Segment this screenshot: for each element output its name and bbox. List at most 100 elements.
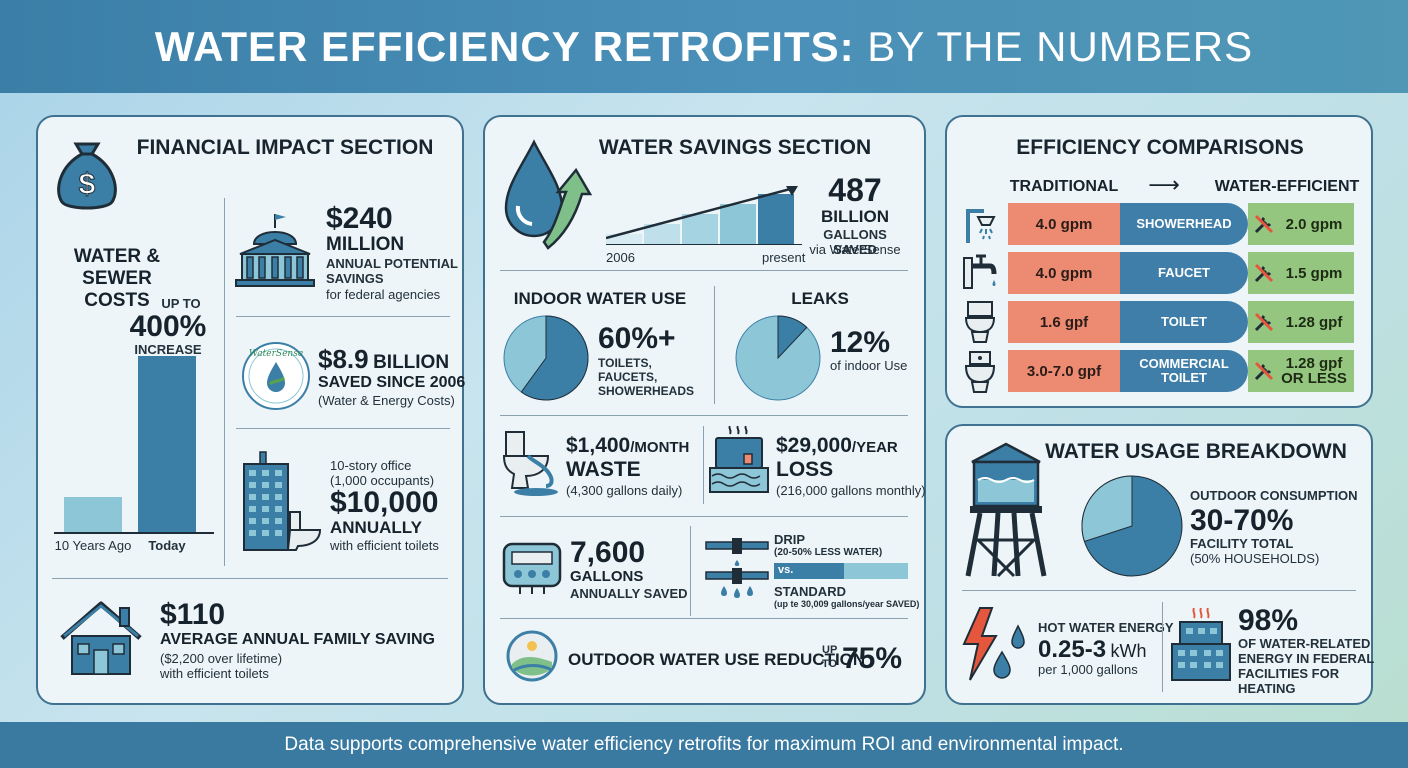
leaks-sub: of indoor Use — [830, 358, 908, 373]
federal-value: $240 — [326, 202, 393, 235]
traditional-value: 1.6 gpf — [1008, 301, 1120, 343]
divider — [962, 590, 1356, 591]
commercial-toilet-icon — [964, 351, 996, 393]
wrench-screwdriver-icon — [1254, 312, 1274, 332]
financial-title: FINANCIAL IMPACT SECTION — [136, 136, 434, 159]
indoor-line1: TOILETS, — [598, 356, 652, 370]
meter-line2: ANNUALLY SAVED — [570, 586, 688, 601]
divider — [52, 578, 448, 579]
leaking-toilet-icon — [502, 431, 558, 496]
flooded-tank-icon — [709, 426, 769, 493]
comparison-row: 3.0-7.0 gpf COMMERCIAL TOILET 1.28 gpf OR … — [1008, 350, 1354, 392]
waste-heading: $1,400/MONTH — [566, 434, 690, 457]
savings-unit: BILLION — [821, 207, 889, 226]
showerhead-icon — [966, 209, 996, 243]
money-bag-icon: $ — [57, 142, 117, 210]
drip-title: DRIP — [774, 532, 806, 547]
family-sub2: with efficient toilets — [160, 666, 269, 681]
trend-arrow — [606, 186, 798, 240]
trend-bar — [644, 224, 680, 244]
traditional-value: 4.0 gpm — [1008, 252, 1120, 294]
divider — [500, 516, 908, 517]
outdoor-label: OUTDOOR WATER USE REDUCTION — [568, 650, 866, 669]
hot-water-heading: 0.25-3 kWh — [1038, 636, 1147, 663]
divider — [500, 270, 908, 271]
footer: Data supports comprehensive water effici… — [0, 722, 1408, 768]
wrench-screwdriver-icon — [1254, 361, 1274, 381]
drip-sub: (20-50% LESS WATER) — [774, 547, 883, 558]
trend-axis — [606, 244, 802, 245]
usage-title: WATER USAGE BREAKDOWN — [1045, 440, 1347, 463]
trend-bar — [606, 234, 642, 244]
energy-water-icon — [962, 607, 1025, 681]
bar-label-today: Today — [148, 538, 186, 553]
savings-line1: GALLONS SAVED — [823, 227, 887, 257]
heating-line4: HEATING — [1238, 681, 1296, 696]
divider — [236, 428, 450, 429]
government-building-icon — [235, 214, 315, 287]
col-traditional: TRADITIONAL — [1009, 178, 1119, 195]
hot-water-label: HOT WATER ENERGY — [1038, 620, 1174, 635]
divider — [1162, 602, 1163, 692]
outdoor-to: TO — [822, 658, 838, 670]
comparison-row: 4.0 gpm FAUCET 1.5 gpm — [1008, 252, 1354, 294]
increase-value: 400% — [129, 310, 207, 343]
comparisons-title: EFFICIENCY COMPARISONS — [1016, 136, 1304, 159]
indoor-pie — [503, 315, 589, 401]
trend-bar — [758, 194, 794, 244]
divider — [703, 426, 704, 504]
svg-text:$: $ — [79, 168, 96, 201]
watersense-line1: SAVED SINCE 2006 — [318, 374, 466, 391]
office-value: $10,000 — [330, 486, 439, 519]
outdoor-up: UP — [822, 644, 838, 656]
office-line1: 10-story office — [330, 458, 412, 473]
family-line1: AVERAGE ANNUAL FAMILY SAVING — [160, 631, 435, 648]
col-arrow: ⟶ — [1148, 172, 1180, 197]
bar-axis — [54, 532, 214, 534]
page-header: WATER EFFICIENCY RETROFITS: BY THE NUMBE… — [0, 0, 1408, 93]
outdoor-consumption-sub: FACILITY TOTAL — [1190, 536, 1294, 551]
svg-text:WaterSense: WaterSense — [249, 349, 303, 359]
divider — [236, 316, 450, 317]
outdoor-consumption-value: 30-70% — [1190, 504, 1294, 537]
outdoor-consumption-pie — [1081, 475, 1183, 577]
federal-line2: SAVINGS — [326, 271, 384, 286]
drip-bar — [774, 563, 908, 579]
water-meter-icon — [502, 542, 562, 594]
loss-label: LOSS — [776, 458, 834, 481]
heated-building-icon — [1171, 608, 1231, 681]
col-efficient: WATER-EFFICIENT — [1214, 178, 1360, 195]
traditional-value: 3.0-7.0 gpf — [1008, 350, 1120, 392]
comparison-row: 4.0 gpm SHOWERHEAD 2.0 gpm — [1008, 203, 1354, 245]
trend-bar — [682, 214, 718, 244]
heating-line3: FACILITIES FOR — [1238, 666, 1340, 681]
bar-today — [138, 356, 196, 532]
water-tower-icon — [965, 442, 1047, 578]
savings-sub: via WaterSense — [809, 242, 901, 257]
axis-start: 2006 — [606, 250, 635, 265]
meter-line1: GALLONS — [570, 568, 644, 585]
heating-line2: ENERGY IN FEDERAL — [1238, 651, 1375, 666]
family-value: $110 — [160, 598, 226, 631]
traditional-value: 4.0 gpm — [1008, 203, 1120, 245]
leaks-pie — [735, 315, 821, 401]
standard-sub: (up te 30,009 gallons/year SAVED) — [774, 599, 920, 609]
waste-sub: (4,300 gallons daily) — [566, 483, 683, 498]
house-icon — [60, 601, 142, 675]
wrench-screwdriver-icon — [1254, 263, 1274, 283]
faucet-icon — [963, 254, 997, 289]
savings-title: WATER SAVINGS SECTION — [598, 136, 872, 159]
family-sub1: ($2,200 over lifetime) — [160, 651, 283, 666]
fixture-label: SHOWERHEAD — [1120, 203, 1248, 245]
federal-sub: for federal agencies — [326, 287, 441, 302]
watersense-heading: $8.9 BILLION — [318, 344, 450, 374]
divider — [500, 415, 908, 416]
footer-text: Data supports comprehensive water effici… — [284, 734, 1124, 755]
vs-label: vs. — [778, 564, 794, 576]
indoor-line2: FAUCETS, — [598, 370, 658, 384]
hot-water-sub: per 1,000 gallons — [1038, 662, 1138, 677]
water-drop-growth-icon — [504, 139, 593, 250]
divider — [500, 618, 908, 619]
axis-end: present — [762, 250, 806, 265]
divider — [690, 526, 691, 616]
